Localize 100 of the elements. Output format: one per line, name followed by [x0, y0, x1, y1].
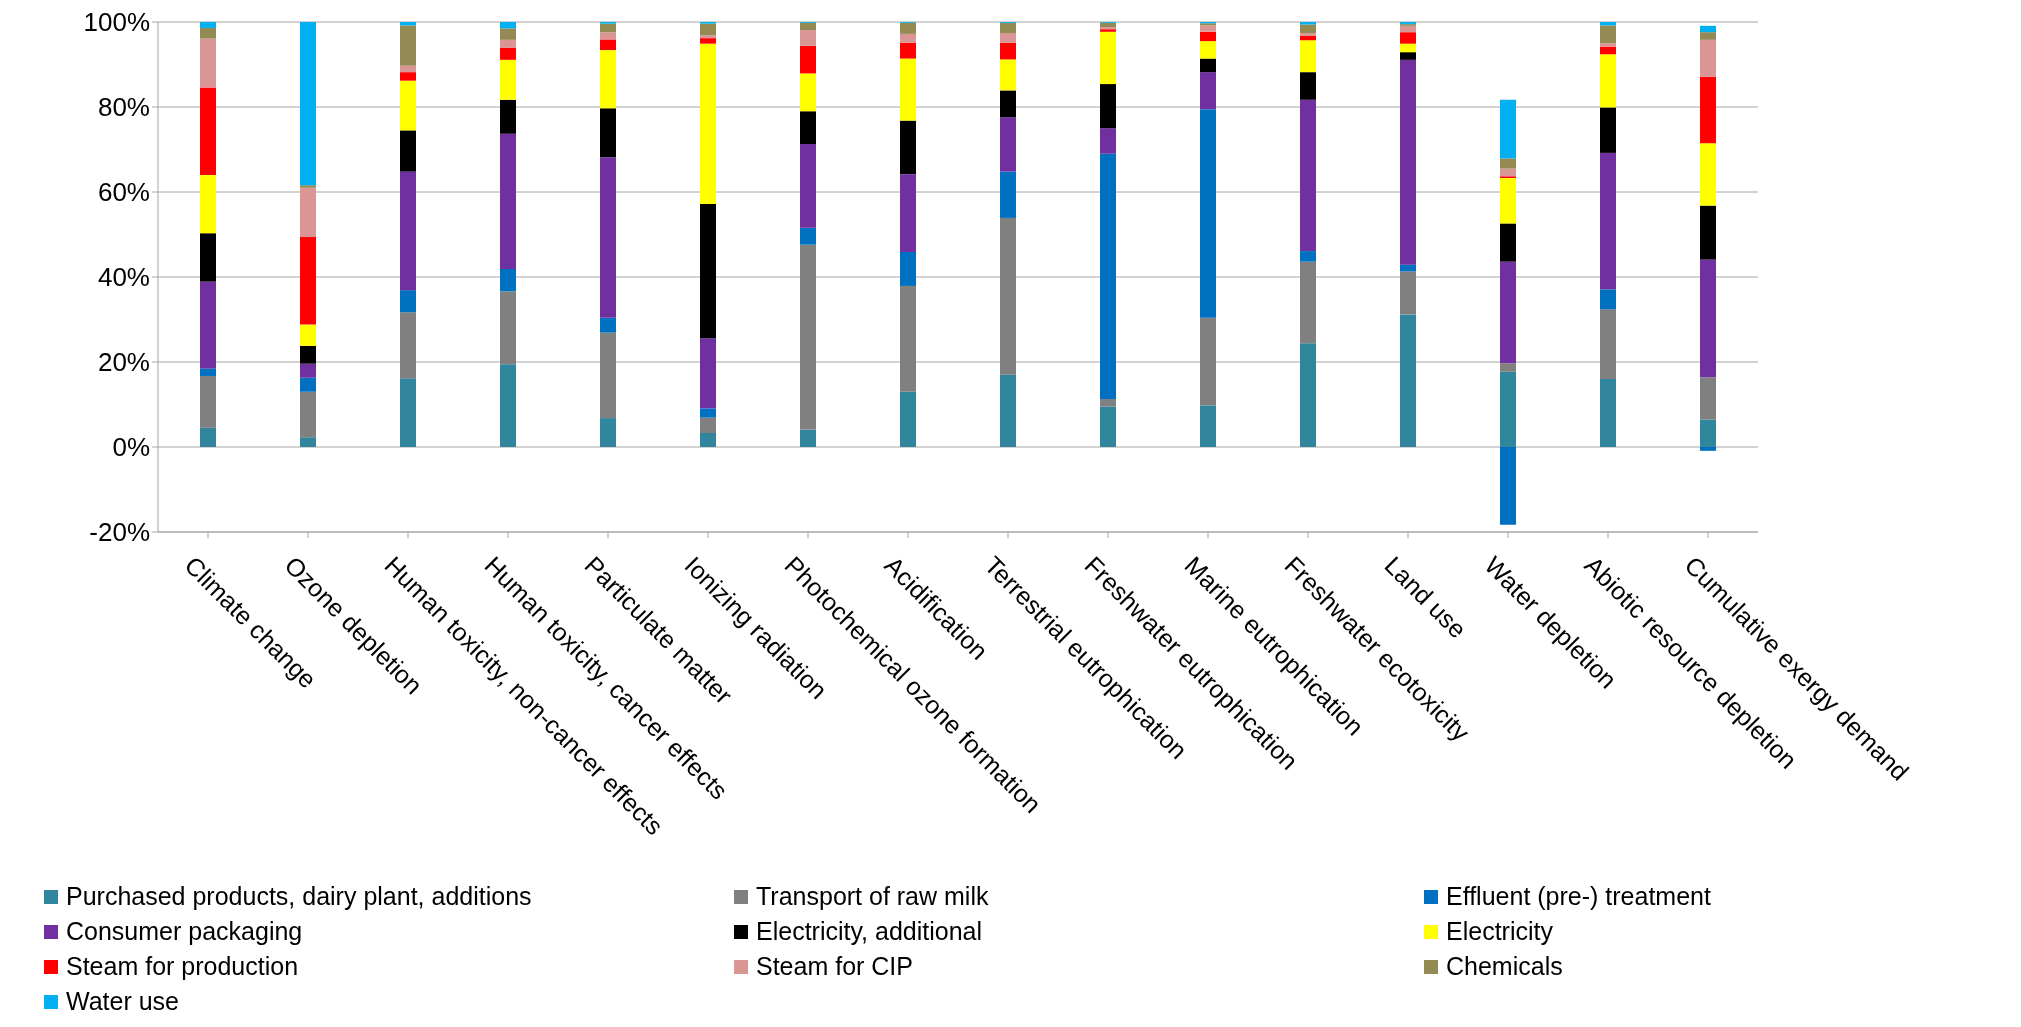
bar	[1500, 371, 1516, 447]
legend-label: Electricity, additional	[756, 917, 983, 946]
bar	[1300, 22, 1316, 25]
bar	[1700, 205, 1716, 260]
legend-label: Chemicals	[1446, 952, 1563, 981]
y-tick-label: 80%	[97, 92, 150, 123]
bar	[700, 417, 716, 433]
bar	[400, 130, 416, 172]
bar	[200, 368, 216, 377]
bar	[1300, 251, 1316, 262]
bar	[800, 429, 816, 447]
bar	[1600, 309, 1616, 379]
bar	[1000, 42, 1016, 60]
legend-label: Consumer packaging	[66, 917, 303, 946]
bar	[1200, 109, 1216, 318]
bar	[1700, 39, 1716, 77]
bar	[200, 22, 216, 28]
bar	[800, 22, 816, 31]
bar	[400, 171, 416, 291]
bar	[1600, 289, 1616, 310]
bar	[600, 23, 616, 33]
bar	[400, 65, 416, 73]
bar	[900, 42, 916, 59]
bar	[1300, 36, 1316, 41]
bar	[200, 427, 216, 447]
bar	[900, 22, 916, 34]
bar	[600, 332, 616, 419]
bar	[1500, 261, 1516, 364]
bar	[400, 312, 416, 379]
bar	[1600, 46, 1616, 55]
bar	[1700, 76, 1716, 144]
bar	[400, 72, 416, 81]
bar	[1400, 314, 1416, 447]
bar	[200, 87, 216, 175]
bar	[1100, 153, 1116, 399]
bar	[1600, 25, 1616, 44]
bar	[1700, 377, 1716, 420]
bar	[1100, 128, 1116, 154]
bar	[1600, 379, 1616, 447]
bar	[800, 73, 816, 112]
bar	[1000, 217, 1016, 375]
bar	[1700, 447, 1716, 451]
bar	[900, 391, 916, 447]
bar	[900, 120, 916, 175]
bar	[300, 187, 316, 238]
bar	[1000, 90, 1016, 118]
bar	[200, 281, 216, 369]
legend-label: Electricity	[1446, 917, 1553, 946]
bar	[400, 378, 416, 447]
bar	[900, 33, 916, 43]
bar	[1000, 374, 1016, 447]
bar	[1100, 406, 1116, 447]
bar	[800, 30, 816, 46]
bar	[1000, 117, 1016, 172]
y-tick-label: 40%	[97, 262, 150, 293]
bar	[200, 38, 216, 88]
y-tick-label: 100%	[83, 7, 150, 38]
bar	[1300, 261, 1316, 344]
bar	[900, 58, 916, 121]
bar	[700, 43, 716, 204]
bar	[200, 175, 216, 234]
bar	[1400, 32, 1416, 44]
bar	[1100, 22, 1116, 28]
bar	[1100, 398, 1116, 407]
bar	[1200, 58, 1216, 73]
bar	[500, 99, 516, 134]
bar	[800, 227, 816, 245]
bar	[900, 251, 916, 286]
bar	[500, 39, 516, 48]
bar	[1500, 158, 1516, 169]
bar	[200, 376, 216, 428]
bar	[400, 290, 416, 313]
bar	[600, 50, 616, 109]
bar	[1600, 54, 1616, 108]
bar	[1300, 99, 1316, 252]
bar	[700, 338, 716, 409]
legend-label: Effluent (pre-) treatment	[1446, 882, 1711, 911]
bar	[1400, 271, 1416, 315]
bar	[400, 80, 416, 131]
bar	[1200, 317, 1216, 406]
bar	[600, 418, 616, 447]
legend-label: Purchased products, dairy plant, additions	[66, 882, 532, 911]
bar	[500, 291, 516, 365]
legend-label: Water use	[66, 987, 180, 1016]
bar	[800, 45, 816, 74]
bar	[1400, 59, 1416, 265]
bar	[600, 39, 616, 51]
bar	[600, 157, 616, 318]
bar	[1600, 107, 1616, 153]
bar	[300, 437, 316, 447]
bar	[300, 22, 316, 186]
bar	[300, 363, 316, 378]
bar	[1100, 31, 1116, 85]
bar	[1400, 25, 1416, 33]
bar	[900, 174, 916, 252]
bar	[1600, 152, 1616, 290]
bar	[600, 108, 616, 158]
bar	[500, 364, 516, 447]
bar	[800, 143, 816, 228]
bar	[300, 345, 316, 364]
